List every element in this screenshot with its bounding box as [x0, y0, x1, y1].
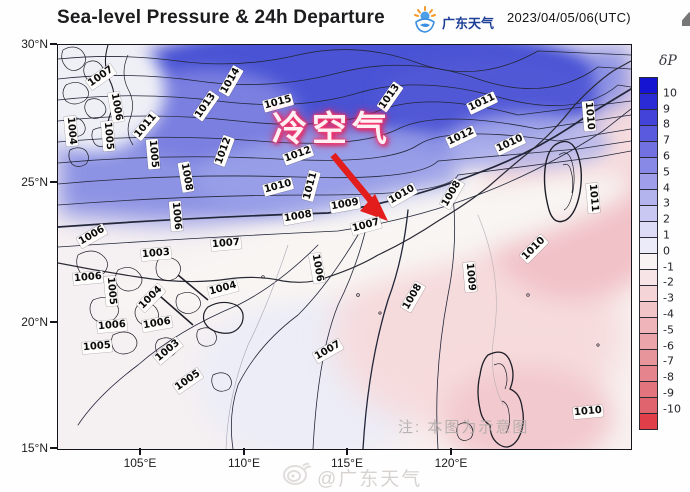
- lat-tick-label: 25°N: [21, 175, 48, 189]
- colorbar-tick-label: 4: [663, 181, 670, 195]
- lon-tick-mark: [243, 448, 245, 455]
- schematic-note: 注: 本图为示意图: [398, 419, 530, 436]
- page-title: Sea-level Pressure & 24h Departure: [57, 7, 385, 28]
- colorbar-tick-label: 0: [663, 244, 670, 258]
- colorbar-cell: [640, 110, 657, 126]
- contour-label: 1006: [168, 200, 184, 232]
- colorbar-tick-label: -6: [663, 339, 674, 353]
- colorbar-tick-label: 6: [663, 149, 670, 163]
- colorbar-tick-label: 7: [663, 133, 670, 147]
- cold-air-label: 冷空气: [272, 110, 393, 149]
- brand-name: 广东天气: [442, 16, 495, 31]
- coastline: [58, 60, 631, 283]
- contour-label: 1005: [100, 120, 116, 152]
- colorbar-tick-label: 3: [663, 196, 670, 210]
- lon-tick-label: 120°E: [434, 456, 468, 470]
- weather-sun-logo-icon: [412, 6, 438, 39]
- colorbar-tick-label: 1: [663, 228, 670, 242]
- colorbar-cell: [640, 254, 657, 270]
- colorbar-tick-label: 8: [663, 117, 670, 131]
- lon-tick-mark: [346, 448, 348, 455]
- colorbar-tick-label: -7: [663, 354, 674, 368]
- colorbar-cell: [640, 286, 657, 302]
- colorbar-cell: [640, 190, 657, 206]
- colorbar-tick-label: 5: [663, 165, 670, 179]
- colorbar-cell: [640, 382, 657, 398]
- colorbar-cell: [640, 158, 657, 174]
- lat-tick-mark: [50, 43, 57, 45]
- colorbar-tick-label: 10: [663, 86, 677, 100]
- watermark: @广东天气: [282, 462, 422, 492]
- colorbar-cell: [640, 302, 657, 318]
- colorbar-cell: [640, 334, 657, 350]
- colorbar-tick-label: 2: [663, 212, 670, 226]
- lon-tick-label: 110°E: [228, 456, 260, 470]
- contour-label: 1010: [581, 100, 597, 132]
- colorbar-title: δP: [659, 53, 677, 69]
- lat-tick-label: 30°N: [21, 37, 48, 51]
- colorbar-cell: [640, 94, 657, 110]
- colorbar: [639, 77, 658, 430]
- lat-tick-mark: [50, 447, 57, 449]
- lat-tick-label: 20°N: [21, 315, 48, 329]
- colorbar-cell: [640, 414, 657, 429]
- contour-label: 1004: [63, 115, 79, 147]
- lon-tick-mark: [450, 448, 452, 455]
- colorbar-cell: [640, 142, 657, 158]
- lat-tick-label: 15°N: [21, 441, 48, 455]
- colorbar-tick-label: -2: [663, 275, 674, 289]
- colorbar-cell: [640, 366, 657, 382]
- colorbar-cell: [640, 206, 657, 222]
- lat-tick-mark: [50, 181, 57, 183]
- colorbar-cell: [640, 174, 657, 190]
- colorbar-cell: [640, 78, 657, 94]
- colorbar-cell: [640, 222, 657, 238]
- colorbar-tick-label: 9: [663, 102, 670, 116]
- brand-logo: 广东天气: [412, 6, 494, 39]
- colorbar-tick-label: -1: [663, 260, 674, 274]
- colorbar-tick-label: -5: [663, 323, 674, 337]
- lon-tick-label: 115°E: [331, 456, 363, 470]
- contour-label: 1005: [145, 138, 161, 170]
- colorbar-cell: [640, 126, 657, 142]
- colorbar-cell: [640, 398, 657, 414]
- lon-tick-label: 105°E: [123, 456, 157, 470]
- colorbar-cell: [640, 350, 657, 366]
- lon-tick-mark: [139, 448, 141, 455]
- lat-tick-mark: [50, 321, 57, 323]
- colorbar-tick-label: -3: [663, 291, 674, 305]
- weibo-swirl-icon: [282, 462, 312, 492]
- colorbar-tick-label: -10: [663, 402, 681, 416]
- pressure-map: 1007 1006 1004 1005 1011 1013 1014 1015 1012 1005…: [57, 44, 632, 450]
- contour-label: 1011: [585, 182, 601, 214]
- datetime-label: 2023/04/05/06(UTC): [507, 10, 631, 25]
- contour-label: 1005: [103, 275, 119, 307]
- colorbar-tick-label: -4: [663, 307, 674, 321]
- cursor-edge-icon: [682, 12, 690, 26]
- colorbar-cell: [640, 270, 657, 286]
- contour-label: 1009: [462, 261, 478, 293]
- colorbar-tick-label: -8: [663, 370, 674, 384]
- colorbar-tick-label: -9: [663, 386, 674, 400]
- cold-air-arrow: [330, 152, 388, 221]
- colorbar-cell: [640, 238, 657, 254]
- watermark-text: @广东天气: [317, 468, 423, 490]
- colorbar-cell: [640, 318, 657, 334]
